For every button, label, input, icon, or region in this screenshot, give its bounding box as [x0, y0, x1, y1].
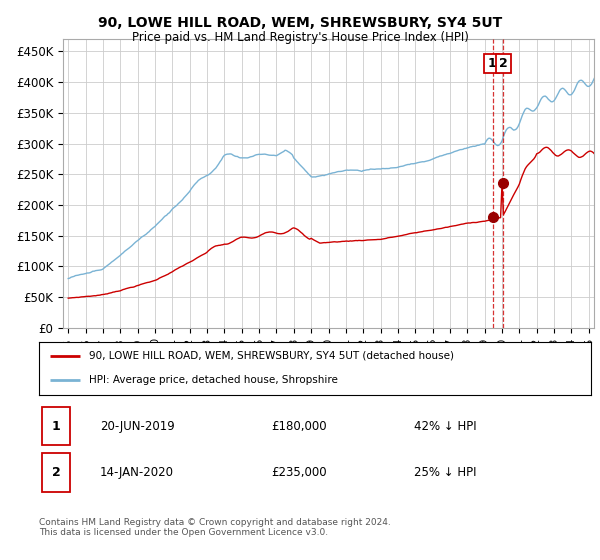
Text: £235,000: £235,000 — [271, 466, 326, 479]
Text: £180,000: £180,000 — [271, 419, 326, 433]
Text: 20-JUN-2019: 20-JUN-2019 — [100, 419, 175, 433]
FancyBboxPatch shape — [42, 407, 70, 445]
Text: Contains HM Land Registry data © Crown copyright and database right 2024.
This d: Contains HM Land Registry data © Crown c… — [39, 518, 391, 538]
Text: 1: 1 — [488, 57, 496, 70]
Text: 2: 2 — [499, 57, 508, 70]
Text: HPI: Average price, detached house, Shropshire: HPI: Average price, detached house, Shro… — [89, 375, 338, 385]
Text: 90, LOWE HILL ROAD, WEM, SHREWSBURY, SY4 5UT: 90, LOWE HILL ROAD, WEM, SHREWSBURY, SY4… — [98, 16, 502, 30]
Text: Price paid vs. HM Land Registry's House Price Index (HPI): Price paid vs. HM Land Registry's House … — [131, 31, 469, 44]
Text: 25% ↓ HPI: 25% ↓ HPI — [415, 466, 477, 479]
Text: 1: 1 — [52, 419, 61, 433]
Text: 14-JAN-2020: 14-JAN-2020 — [100, 466, 174, 479]
Text: 90, LOWE HILL ROAD, WEM, SHREWSBURY, SY4 5UT (detached house): 90, LOWE HILL ROAD, WEM, SHREWSBURY, SY4… — [89, 351, 454, 361]
Text: 2: 2 — [52, 466, 61, 479]
FancyBboxPatch shape — [42, 454, 70, 492]
Text: 42% ↓ HPI: 42% ↓ HPI — [415, 419, 477, 433]
